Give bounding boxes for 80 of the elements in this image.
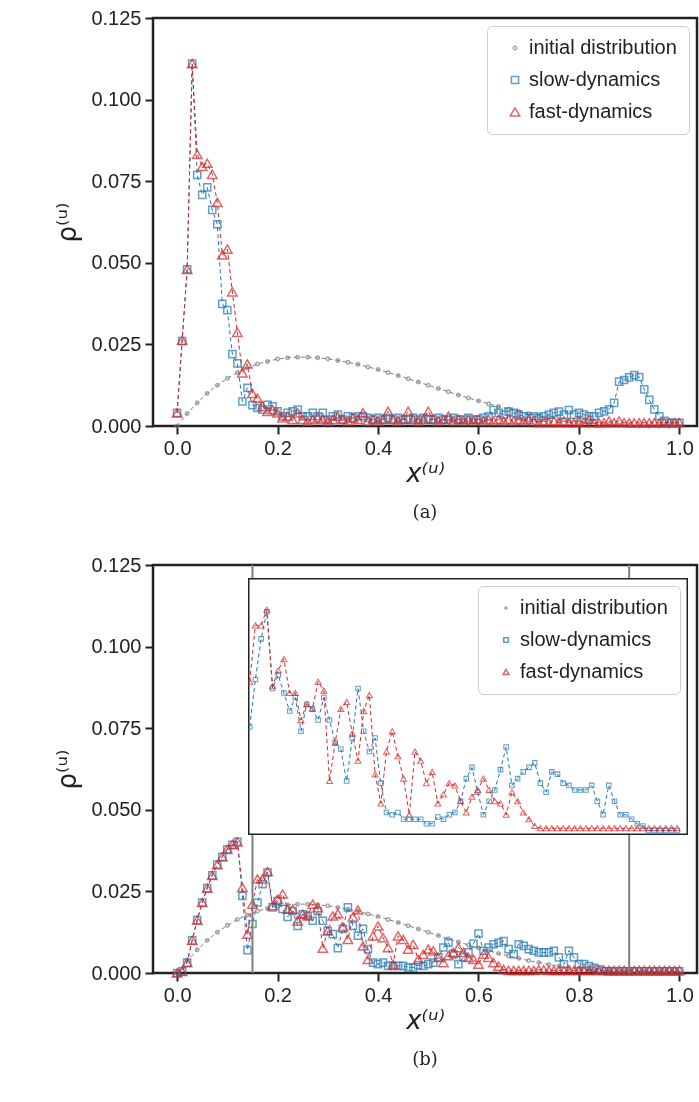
- point: [275, 356, 281, 362]
- point: [325, 356, 331, 362]
- x-tick-label: 0.8: [565, 983, 594, 1006]
- point: [214, 929, 220, 935]
- x-tick-label: 0.0: [163, 983, 192, 1006]
- text: (a): [412, 501, 438, 522]
- y-tick-label: 0.075: [91, 716, 142, 739]
- point: [395, 919, 401, 925]
- x-tick-label: 0.0: [163, 436, 192, 459]
- point: [536, 960, 542, 966]
- x-tick-label: 0.6: [465, 436, 493, 459]
- x-tick-label: 0.4: [364, 436, 393, 459]
- y-tick-label: 0.000: [91, 961, 142, 984]
- legend-label: fast-dynamics: [529, 100, 653, 122]
- point: [295, 901, 301, 907]
- point: [526, 958, 532, 964]
- y-axis-title: ρ⁽ᵘ⁾: [52, 749, 83, 790]
- legend-label: slow-dynamics: [520, 628, 652, 650]
- y-tick-label: 0.125: [91, 6, 142, 29]
- y-tick-label: 0.025: [91, 879, 142, 902]
- y-axis-title: ρ⁽ᵘ⁾: [52, 202, 83, 243]
- point: [194, 400, 200, 406]
- point: [305, 354, 311, 360]
- y-tick-label: 0.025: [91, 332, 142, 355]
- y-tick-label: 0.050: [91, 798, 142, 821]
- legend-label: slow-dynamics: [529, 68, 661, 90]
- point: [244, 912, 250, 918]
- point: [445, 389, 451, 395]
- point: [204, 390, 210, 396]
- point: [285, 355, 291, 361]
- point: [435, 385, 441, 391]
- x-axis-title: x⁽ᵘ⁾: [405, 457, 445, 488]
- point: [455, 392, 461, 398]
- point: [425, 382, 431, 388]
- point: [325, 903, 331, 909]
- y-tick-label: 0.125: [91, 553, 142, 576]
- point: [465, 395, 471, 401]
- y-tick-label: 0.100: [91, 88, 142, 111]
- point: [425, 929, 431, 935]
- x-tick-label: 1.0: [666, 436, 694, 459]
- point: [375, 914, 381, 920]
- x-tick-label: 1.0: [666, 983, 694, 1006]
- point: [194, 947, 200, 953]
- x-axis-title: x⁽ᵘ⁾: [405, 1004, 445, 1035]
- point: [184, 411, 190, 417]
- point: [265, 358, 271, 364]
- text: (b): [412, 1048, 438, 1069]
- x-tick-label: 0.2: [264, 436, 292, 459]
- point: [375, 367, 381, 373]
- legend-label: fast-dynamics: [520, 660, 644, 682]
- point: [224, 922, 230, 928]
- point: [405, 923, 411, 929]
- point: [385, 916, 391, 922]
- y-tick-label: 0.050: [91, 251, 142, 274]
- point: [405, 376, 411, 382]
- point: [476, 398, 481, 404]
- point: [315, 355, 321, 361]
- point: [335, 357, 341, 363]
- x-tick-label: 0.6: [465, 983, 493, 1006]
- point: [214, 382, 220, 388]
- y-tick-label: 0.100: [91, 635, 142, 658]
- y-tick-label: 0.075: [91, 169, 142, 192]
- y-tick-label: 0.000: [91, 414, 142, 437]
- x-tick-label: 0.4: [364, 983, 393, 1006]
- point: [224, 375, 230, 381]
- point: [295, 354, 301, 360]
- point: [345, 359, 351, 365]
- x-tick-label: 0.8: [565, 436, 594, 459]
- x-tick-label: 0.2: [264, 983, 292, 1006]
- point: [385, 369, 391, 375]
- point: [435, 932, 441, 938]
- point: [234, 916, 240, 922]
- point: [496, 950, 502, 956]
- legend-label: initial distribution: [529, 36, 677, 58]
- point: [234, 369, 240, 375]
- point: [486, 401, 492, 407]
- legend-label: initial distribution: [520, 596, 668, 618]
- point: [204, 937, 210, 943]
- point: [395, 372, 401, 378]
- point: [355, 361, 361, 367]
